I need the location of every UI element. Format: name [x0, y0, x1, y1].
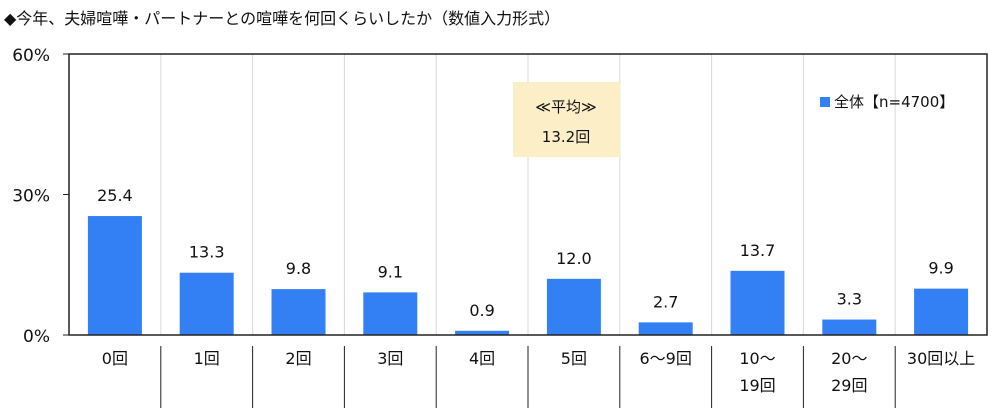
average-callout-value: 13.2回: [542, 128, 590, 146]
x-tick-label: 3回: [377, 349, 403, 368]
average-callout-title: ≪平均≫: [535, 98, 596, 116]
data-label: 2.7: [653, 292, 678, 311]
x-tick-label: 29回: [831, 376, 867, 395]
legend-label: 全体【n=4700】: [834, 93, 954, 111]
bar: [546, 278, 601, 335]
bar: [455, 330, 510, 335]
data-label: 0.9: [469, 301, 494, 320]
data-label: 13.7: [740, 241, 776, 260]
x-tick-label: 5回: [561, 349, 587, 368]
bar: [179, 272, 234, 335]
x-tick-label: 2回: [285, 349, 311, 368]
x-tick-label: 1回: [194, 349, 220, 368]
x-tick-label: 19回: [739, 376, 775, 395]
average-callout-box: [513, 82, 620, 157]
data-label: 9.8: [286, 259, 311, 278]
x-tick-label: 10～: [739, 349, 775, 368]
bar: [822, 319, 877, 335]
bar: [271, 289, 326, 335]
y-tick-label: 30%: [12, 187, 50, 207]
bar: [87, 216, 142, 335]
data-label: 13.3: [189, 243, 225, 262]
x-tick-label: 20～: [831, 349, 867, 368]
chart-title: ◆今年、夫婦喧嘩・パートナーとの喧嘩を何回くらいしたか（数値入力形式）: [4, 9, 560, 28]
x-tick-label: 4回: [469, 349, 495, 368]
bar: [363, 292, 418, 335]
data-label: 9.1: [378, 262, 403, 281]
bar: [914, 288, 969, 335]
y-tick-label: 60%: [12, 46, 50, 66]
bar: [730, 270, 785, 335]
x-tick-label: 0回: [102, 349, 128, 368]
x-tick-label: 30回以上: [907, 349, 975, 368]
legend-swatch: [820, 97, 830, 107]
x-tick-label: 6～9回: [640, 349, 692, 368]
data-label: 3.3: [837, 290, 862, 309]
bar: [638, 322, 693, 335]
y-tick-label: 0%: [23, 327, 50, 347]
data-label: 25.4: [97, 186, 133, 205]
data-label: 9.9: [928, 259, 953, 278]
data-label: 12.0: [556, 249, 592, 268]
